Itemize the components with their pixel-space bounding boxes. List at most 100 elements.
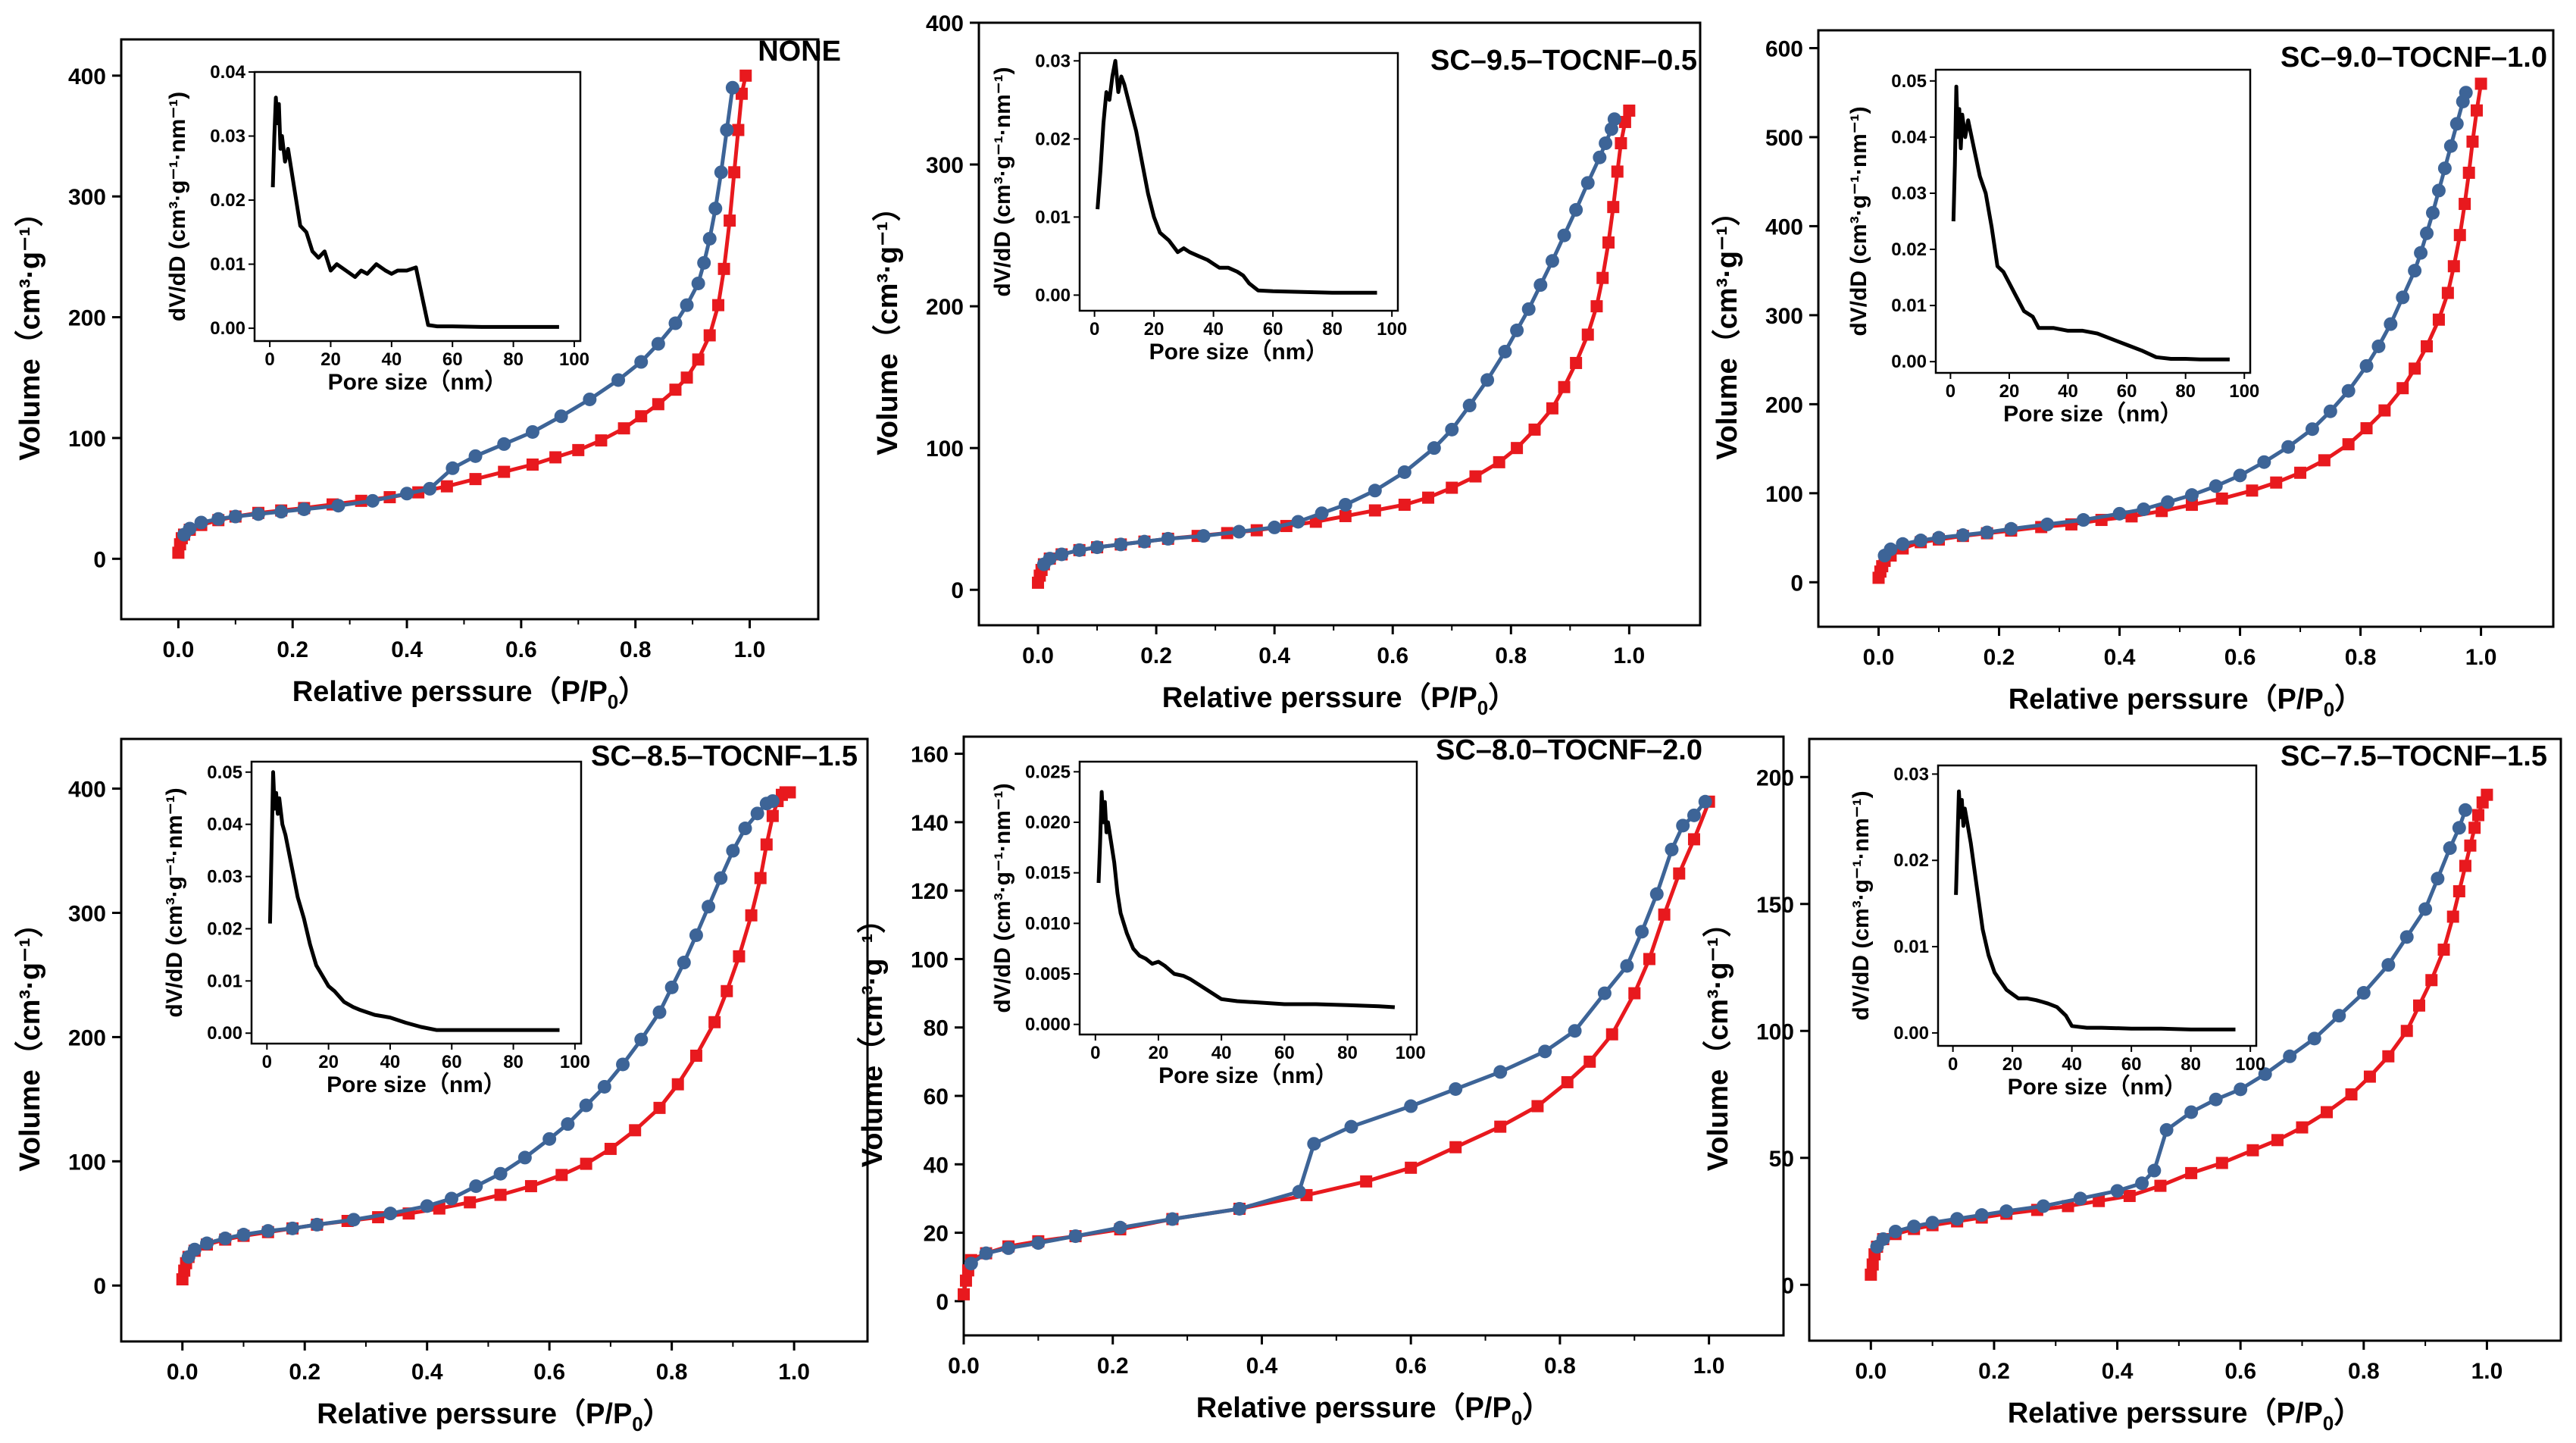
x-tick-label: 1.0 bbox=[2471, 1359, 2503, 1384]
adsorption-point bbox=[498, 465, 511, 478]
inset-y-tick-label: 0.03 bbox=[207, 867, 242, 887]
desorption-point bbox=[1568, 1024, 1582, 1038]
desorption-point bbox=[2161, 495, 2175, 509]
adsorption-point bbox=[1546, 402, 1558, 415]
adsorption-point bbox=[1866, 1258, 1879, 1271]
desorption-point bbox=[2184, 1105, 2199, 1119]
series-desorption bbox=[181, 793, 780, 1264]
adsorption-point bbox=[2342, 438, 2355, 451]
adsorption-point bbox=[2271, 1134, 2284, 1147]
inset-y-tick-label: 0.05 bbox=[207, 762, 242, 783]
adsorption-point bbox=[1511, 442, 1524, 455]
y-tick-label: 100 bbox=[68, 427, 106, 452]
desorption-point bbox=[2159, 1122, 2174, 1137]
inset-y-axis-label: dV/dD (cm³·g⁻¹·nm⁻¹) bbox=[1849, 790, 1874, 1020]
x-tick-label: 0.4 bbox=[411, 1360, 443, 1385]
y-tick-label: 0 bbox=[1781, 1273, 1794, 1298]
desorption-point bbox=[702, 231, 717, 246]
pore-size-distribution-line bbox=[270, 95, 559, 329]
x-tick-label: 1.0 bbox=[1693, 1354, 1725, 1379]
desorption-point bbox=[1649, 887, 1664, 901]
inset-x-tick-label: 80 bbox=[2181, 1054, 2201, 1075]
x-axis-label-sub: 0 bbox=[608, 690, 618, 713]
adsorption-point bbox=[728, 166, 741, 179]
panel-title: NONE bbox=[758, 36, 841, 67]
x-axis-label-end: ） bbox=[2334, 684, 2363, 715]
x-tick-label: 0.8 bbox=[620, 637, 652, 662]
adsorption-point bbox=[555, 1169, 568, 1182]
inset-y-tick-label: 0.00 bbox=[1891, 352, 1927, 372]
desorption-point bbox=[1687, 808, 1701, 822]
desorption-point bbox=[2332, 1009, 2346, 1023]
desorption-point bbox=[1307, 1137, 1321, 1151]
desorption-point bbox=[2431, 872, 2445, 886]
desorption-point bbox=[1580, 176, 1595, 190]
adsorption-point bbox=[2441, 286, 2454, 299]
desorption-point bbox=[251, 507, 265, 521]
desorption-point bbox=[2147, 1163, 2162, 1178]
adsorption-point bbox=[2472, 809, 2485, 822]
inset-y-tick-label: 0.04 bbox=[210, 62, 245, 83]
adsorption-point bbox=[2378, 404, 2391, 417]
desorption-point bbox=[1268, 520, 1282, 534]
inset-x-tick-label: 80 bbox=[503, 349, 524, 370]
desorption-point bbox=[365, 493, 380, 508]
x-tick-label: 0.6 bbox=[533, 1360, 565, 1385]
inset-x-tick-label: 20 bbox=[2002, 1054, 2023, 1075]
adsorption-point bbox=[2425, 974, 2438, 987]
adsorption-point bbox=[1398, 499, 1411, 511]
desorption-point bbox=[1338, 498, 1352, 512]
adsorption-point bbox=[2471, 104, 2484, 117]
y-tick-label: 200 bbox=[926, 295, 964, 320]
panel-title: SC–9.0–TOCNF–1.0 bbox=[2281, 42, 2547, 74]
y-tick-label: 20 bbox=[924, 1222, 949, 1247]
x-axis-label-main: Relative perssure（P/P bbox=[1196, 1392, 1512, 1424]
desorption-point bbox=[2135, 1176, 2149, 1191]
plot-frame bbox=[1817, 29, 2555, 628]
desorption-point bbox=[1031, 1236, 1046, 1250]
desorption-point bbox=[2305, 422, 2319, 437]
inset-y-tick-label: 0.025 bbox=[1025, 762, 1071, 782]
adsorption-point bbox=[1494, 1120, 1507, 1133]
desorption-point bbox=[964, 1257, 978, 1271]
inset-y-axis-label: dV/dD (cm³·g⁻¹·nm⁻¹) bbox=[165, 92, 190, 321]
adsorption-point bbox=[2474, 77, 2487, 90]
inset-x-tick-label: 20 bbox=[320, 349, 341, 370]
inset-y-tick-label: 0.03 bbox=[1893, 764, 1929, 784]
x-tick-label: 0.8 bbox=[2345, 645, 2377, 670]
adsorption-point bbox=[680, 371, 693, 384]
inset-x-tick-label: 0 bbox=[1089, 319, 1099, 340]
adsorption-point bbox=[2123, 1190, 2136, 1203]
adsorption-point bbox=[2446, 910, 2459, 923]
adsorption-point bbox=[580, 1157, 592, 1170]
inset-x-axis-label: Pore size（nm） bbox=[328, 369, 508, 395]
desorption-point bbox=[1315, 506, 1329, 521]
desorption-point bbox=[2396, 290, 2410, 305]
inset-x-tick-label: 40 bbox=[1211, 1043, 1232, 1063]
desorption-point bbox=[2371, 339, 2386, 353]
desorption-point bbox=[1397, 465, 1411, 479]
desorption-point bbox=[310, 1217, 324, 1232]
desorption-point bbox=[668, 316, 683, 330]
desorption-point bbox=[1161, 531, 1175, 546]
adsorption-point bbox=[739, 69, 752, 82]
inset-x-tick-label: 40 bbox=[380, 1052, 401, 1072]
desorption-point bbox=[689, 928, 703, 942]
desorption-point bbox=[1196, 529, 1211, 543]
y-axis-label: Volume（cm³·g⁻¹） bbox=[872, 193, 904, 455]
desorption-point bbox=[1925, 1216, 1940, 1230]
inset-y-axis-label: dV/dD (cm³·g⁻¹·nm⁻¹) bbox=[1846, 106, 1871, 336]
y-tick-label: 0 bbox=[1790, 571, 1803, 596]
desorption-point bbox=[979, 1246, 993, 1260]
desorption-point bbox=[2004, 521, 2018, 536]
desorption-point bbox=[236, 1228, 251, 1242]
inset-x-tick-label: 40 bbox=[1203, 319, 1224, 340]
desorption-point bbox=[1950, 1212, 1965, 1226]
plot-frame bbox=[962, 735, 1785, 1337]
inset-y-tick-label: 0.01 bbox=[210, 255, 245, 275]
inset-x-tick-label: 0 bbox=[1946, 381, 1955, 402]
x-tick-label: 0.4 bbox=[2102, 1359, 2134, 1384]
adsorption-point bbox=[1581, 328, 1594, 341]
inset-x-tick-label: 0 bbox=[1948, 1054, 1958, 1075]
adsorption-point bbox=[2459, 198, 2471, 211]
